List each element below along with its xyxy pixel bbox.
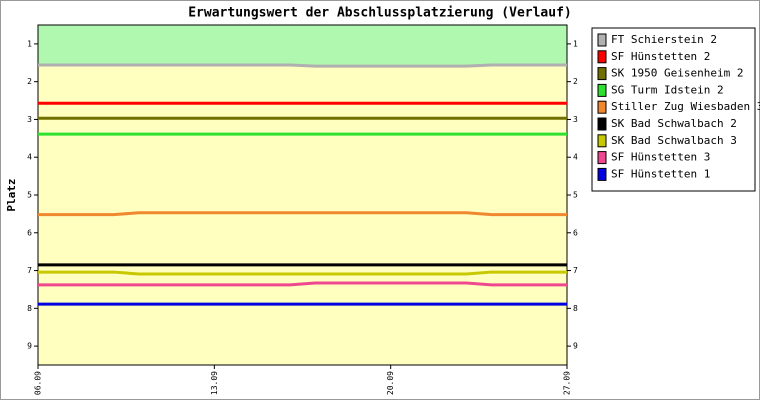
legend-swatch bbox=[597, 67, 607, 81]
y-tick-label: 5 bbox=[27, 191, 32, 200]
x-tick-label: 13.09 bbox=[210, 371, 219, 395]
y-tick-label-right: 5 bbox=[573, 191, 578, 200]
legend-swatch bbox=[597, 50, 607, 64]
y-tick-label: 6 bbox=[27, 228, 32, 237]
legend-swatch bbox=[597, 151, 607, 165]
legend-swatch bbox=[597, 100, 607, 114]
legend-label: Stiller Zug Wiesbaden 3 bbox=[611, 100, 760, 113]
legend-label: SF Hünstetten 3 bbox=[611, 151, 710, 164]
legend-swatch bbox=[597, 167, 607, 181]
y-tick-label-right: 4 bbox=[573, 153, 578, 162]
y-tick-label-right: 2 bbox=[573, 77, 578, 86]
y-tick-label-right: 7 bbox=[573, 266, 578, 275]
legend-label: FT Schierstein 2 bbox=[611, 33, 717, 46]
legend-label: SF Hünstetten 1 bbox=[611, 167, 710, 180]
legend-swatch bbox=[597, 134, 607, 148]
series-line bbox=[38, 63, 567, 68]
legend-box bbox=[591, 27, 756, 192]
series-line bbox=[38, 281, 567, 287]
legend-swatch bbox=[597, 117, 607, 131]
y-tick-label-right: 6 bbox=[573, 228, 578, 237]
zone-band bbox=[38, 25, 567, 66]
x-tick-label: 27.09 bbox=[563, 371, 572, 395]
series-line bbox=[38, 211, 567, 217]
legend-label: SK Bad Schwalbach 3 bbox=[611, 134, 737, 147]
legend-swatch bbox=[597, 33, 607, 47]
x-tick-label: 06.09 bbox=[34, 371, 43, 395]
y-tick-label: 4 bbox=[27, 153, 32, 162]
legend-label: SF Hünstetten 2 bbox=[611, 50, 710, 63]
y-tick-label: 3 bbox=[27, 115, 32, 124]
y-tick-label: 9 bbox=[27, 342, 32, 351]
x-tick-label: 20.09 bbox=[386, 371, 395, 395]
y-tick-label: 1 bbox=[27, 39, 32, 48]
y-tick-label: 8 bbox=[27, 304, 32, 313]
legend-label: SK 1950 Geisenheim 2 bbox=[611, 67, 743, 80]
chart-title: Erwartungswert der Abschlussplatzierung … bbox=[188, 6, 572, 21]
y-tick-label-right: 9 bbox=[573, 342, 578, 351]
legend-label: SG Turm Idstein 2 bbox=[611, 83, 724, 96]
y-axis-label: Platz bbox=[5, 178, 18, 211]
y-tick-label: 7 bbox=[27, 266, 32, 275]
legend-swatch bbox=[597, 83, 607, 97]
y-tick-label: 2 bbox=[27, 77, 32, 86]
y-tick-label-right: 1 bbox=[573, 39, 578, 48]
legend-label: SK Bad Schwalbach 2 bbox=[611, 117, 737, 130]
y-tick-label-right: 3 bbox=[573, 115, 578, 124]
series-line bbox=[38, 270, 567, 276]
y-tick-label-right: 8 bbox=[573, 304, 578, 313]
